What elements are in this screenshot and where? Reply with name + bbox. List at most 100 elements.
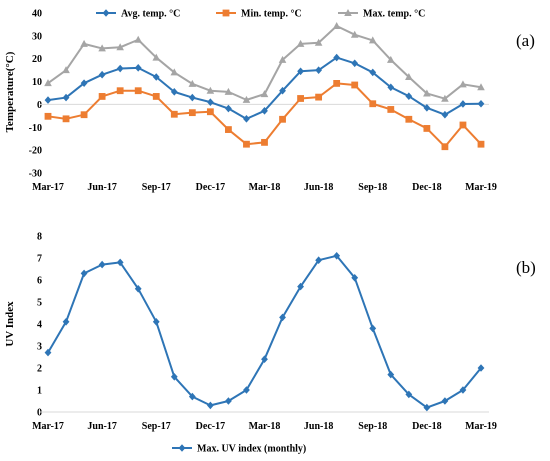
y-tick-label: 4 — [37, 320, 42, 331]
series-0-point — [333, 252, 341, 260]
y-tick-label: -10 — [29, 123, 42, 134]
series-1-point — [188, 109, 196, 117]
x-tick-label: Mar-18 — [249, 421, 281, 432]
series-0-point — [225, 104, 232, 113]
series-0-point — [279, 86, 286, 95]
y-tick-label: 0 — [37, 100, 42, 111]
series-0-point — [441, 110, 449, 119]
uv-index-chart: UV Index 0 1 2 3 4 5 6 7 8 Mar-17 Jun-17 Sep-17 Dec… — [4, 232, 536, 455]
series-2-point — [242, 95, 251, 103]
series-1-point — [405, 115, 413, 123]
series-0-point — [369, 324, 377, 333]
x-tick-label: Dec-18 — [412, 421, 441, 432]
temperature-legend: Avg. temp. °C Min. temp. °C Max. temp. °C — [96, 9, 425, 20]
series-2-point — [459, 80, 467, 88]
panel-label-a: (a) — [516, 31, 535, 50]
legend-item-0: Max. UV index (monthly) — [172, 444, 306, 455]
x-tick-label: Mar-19 — [465, 182, 497, 193]
series-1-point — [44, 112, 52, 120]
series-2-point — [152, 53, 161, 61]
legend-label: Min. temp. °C — [241, 9, 302, 20]
series-1-point — [80, 111, 88, 119]
series-0-point — [243, 115, 250, 123]
x-tick-label: Sep-17 — [142, 421, 171, 432]
uv-y-ticks: 0 1 2 3 4 5 6 7 8 — [37, 232, 42, 419]
y-tick-label: 0 — [37, 408, 42, 419]
temperature-series-lines — [44, 22, 485, 151]
x-tick-label: Jun-17 — [87, 182, 116, 193]
x-tick-label: Sep-18 — [358, 182, 387, 193]
legend-marker — [344, 9, 352, 16]
legend-item-2: Max. temp. °C — [338, 9, 425, 20]
y-tick-label: -30 — [29, 169, 42, 180]
legend-label: Max. temp. °C — [363, 9, 425, 20]
series-0-point — [98, 70, 106, 79]
series-2-point — [206, 86, 215, 94]
series-2-point — [44, 79, 52, 87]
series-0-point — [170, 88, 178, 96]
series-0-point — [170, 373, 178, 381]
series-0-point — [315, 66, 323, 74]
series-2-point — [332, 22, 341, 30]
series-2-point — [350, 30, 359, 38]
series-0-point — [225, 397, 232, 405]
series-1-point — [206, 108, 214, 116]
y-tick-label: 6 — [37, 276, 42, 287]
series-1-point — [351, 81, 359, 89]
series-2-point — [170, 68, 179, 76]
series-0-point — [206, 401, 214, 410]
series-0-point — [152, 73, 160, 81]
series-0-point — [134, 285, 142, 293]
series-1-point — [98, 93, 106, 100]
x-tick-label: Jun-18 — [304, 182, 333, 193]
series-2-point — [80, 39, 88, 47]
panel-label-b: (b) — [516, 258, 536, 277]
y-tick-label: 3 — [37, 342, 42, 353]
series-0-point — [134, 64, 142, 72]
series-1-point — [423, 125, 431, 132]
series-1-point — [459, 121, 467, 129]
series-0-point — [459, 100, 467, 108]
series-0-point — [387, 83, 395, 92]
series-0-point — [369, 68, 377, 77]
x-tick-label: Mar-19 — [465, 421, 497, 432]
series-1-point — [170, 110, 178, 118]
y-tick-label: 5 — [37, 298, 42, 309]
series-1-point — [297, 95, 304, 102]
series-0-point — [44, 348, 52, 357]
series-0-point — [80, 79, 88, 87]
series-1-point — [152, 93, 160, 100]
series-0-point — [188, 93, 196, 102]
series-1-point — [62, 115, 70, 123]
series-2-point — [62, 66, 70, 74]
temperature-y-axis-title: Temperature(°C) — [4, 51, 16, 132]
x-tick-label: Jun-18 — [304, 421, 333, 432]
series-0-point — [459, 386, 467, 394]
series-1-point — [116, 87, 124, 95]
y-tick-label: 30 — [32, 31, 42, 42]
series-0-point — [279, 313, 286, 322]
legend-label: Avg. temp. °C — [121, 9, 180, 20]
series-1-point — [261, 138, 268, 146]
series-2-point — [134, 35, 143, 43]
series-2-point — [405, 73, 413, 80]
series-0-point — [44, 96, 52, 104]
series-2-line — [47, 25, 482, 101]
series-0-point — [477, 364, 485, 372]
series-0-point — [261, 107, 268, 115]
series-2-point — [188, 79, 197, 87]
series-1-point — [369, 100, 377, 108]
series-0-point — [116, 64, 124, 73]
series-0-point — [405, 92, 413, 100]
series-0-point — [80, 269, 88, 278]
series-1-point — [315, 93, 323, 101]
series-2-point — [98, 44, 106, 52]
uv-series-lines — [44, 252, 485, 412]
y-tick-label: 8 — [37, 232, 42, 243]
series-1-point — [279, 115, 286, 123]
series-1-point — [441, 143, 449, 151]
series-0-point — [405, 390, 413, 399]
series-0 — [44, 252, 485, 412]
series-0-point — [62, 318, 70, 326]
series-0-point — [297, 67, 304, 76]
